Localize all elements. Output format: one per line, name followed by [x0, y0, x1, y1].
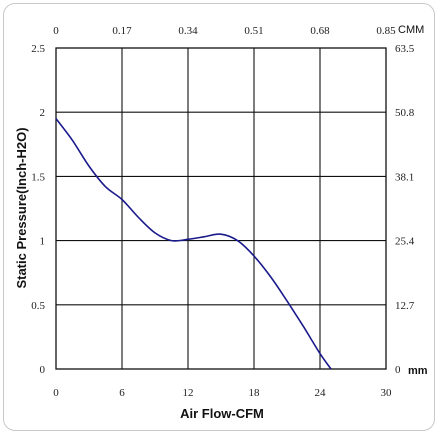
y-tick-label: 1.5	[31, 171, 45, 183]
y2-tick-label: 50.8	[395, 107, 415, 119]
x2-tick-label: 0.34	[178, 25, 198, 37]
plot-border	[55, 47, 387, 370]
y2-tick-label: 12.7	[395, 300, 415, 312]
y-tick-label: 0	[40, 364, 46, 376]
y2-tick-label: 38.1	[395, 171, 414, 183]
chart-frame	[3, 3, 435, 431]
x-tick-label: 0	[53, 387, 59, 399]
y2-tick-label: 0	[395, 364, 401, 376]
x-axis-title: Air Flow-CFM	[180, 406, 264, 421]
y-tick-label: 1	[40, 236, 46, 248]
x2-tick-label: 0	[53, 25, 59, 37]
y-axis-title: Static Pressure(Inch-H2O)	[14, 127, 29, 288]
x-tick-label: 12	[183, 387, 194, 399]
x2-tick-label: 0.68	[310, 25, 330, 37]
series-line	[55, 118, 332, 370]
y-tick-label: 2	[40, 107, 46, 119]
x-tick-label: 6	[119, 387, 125, 399]
y2-unit-label: mm	[408, 365, 428, 377]
x-tick-label: 18	[249, 387, 261, 399]
y2-tick-label: 25.4	[395, 236, 415, 248]
grid	[56, 48, 386, 369]
y-tick-label: 2.5	[31, 43, 45, 55]
x2-tick-label: 0.17	[112, 25, 132, 37]
x-tick-label: 24	[315, 387, 327, 399]
x2-tick-label: 0.85	[376, 25, 396, 37]
y-tick-label: 0.5	[31, 300, 45, 312]
x2-unit-label: CMM	[398, 24, 424, 36]
y2-tick-label: 63.5	[395, 43, 415, 55]
x2-tick-label: 0.51	[244, 25, 263, 37]
x-tick-label: 30	[381, 387, 393, 399]
